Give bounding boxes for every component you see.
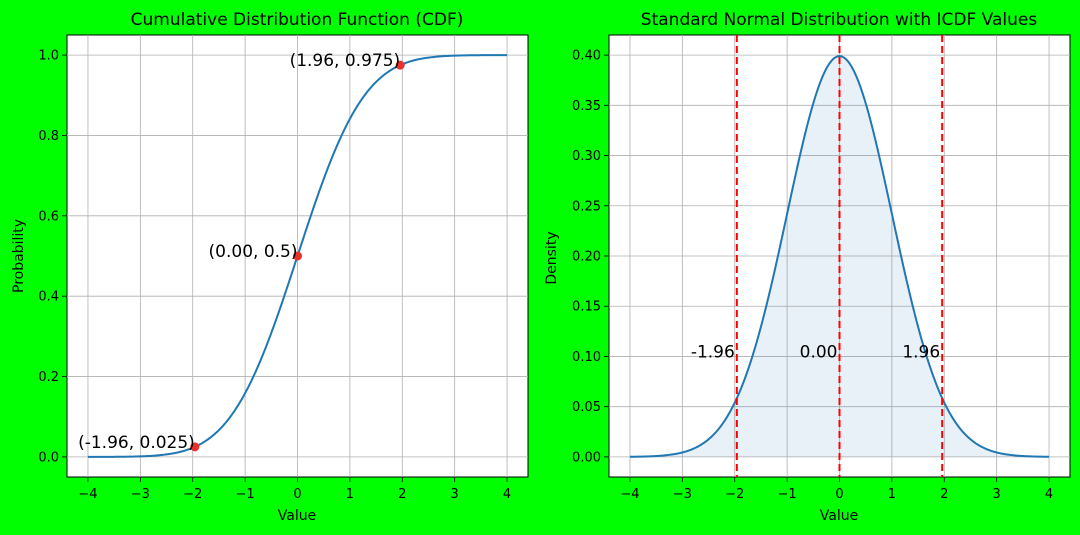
cdf-points: (-1.96, 0.025) (0.00, 0.5) (1.96, 0.975) xyxy=(78,51,405,453)
pdf-xtick-label: 4 xyxy=(1045,487,1053,502)
cdf-xlabel: Value xyxy=(278,508,316,524)
icdf-vline-label: 1.96 xyxy=(902,342,940,362)
pdf-xtick-label: −1 xyxy=(778,487,797,502)
icdf-vline-label: 0.00 xyxy=(800,342,838,362)
pdf-icdf-lines: -1.96 0.00 1.96 xyxy=(691,35,944,477)
cdf-xtick-label: 3 xyxy=(451,487,459,502)
cdf-ytick-label: 0.4 xyxy=(38,290,59,305)
cdf-ytick-label: 0.6 xyxy=(38,209,59,224)
pdf-xtick-label: −2 xyxy=(725,487,744,502)
pdf-ytick-label: 0.20 xyxy=(572,250,601,265)
cdf-xtick-label: 1 xyxy=(346,487,354,502)
cdf-xtick-label: −3 xyxy=(131,487,150,502)
pdf-ytick-label: 0.15 xyxy=(572,300,601,315)
icdf-vline-label: -1.96 xyxy=(691,342,735,362)
pdf-xtick-label: 3 xyxy=(993,487,1001,502)
cdf-ytick-label: 0.0 xyxy=(38,450,59,465)
pdf-xtick-label: −4 xyxy=(620,487,639,502)
cdf-xtick-label: −2 xyxy=(183,487,202,502)
pdf-ylabel: Density xyxy=(544,231,560,284)
pdf-xlabel: Value xyxy=(820,508,858,524)
cdf-point xyxy=(395,60,405,70)
pdf-xtick-label: −3 xyxy=(673,487,692,502)
cdf-ylabel: Probability xyxy=(11,219,27,293)
pdf-ticks: −4 −3 −2 −1 0 1 2 3 4 0.00 0.05 0.10 0.15 0.20 0.25 0.3… xyxy=(572,49,1053,502)
cdf-point xyxy=(190,442,200,452)
cdf-xtick-label: −1 xyxy=(236,487,255,502)
pdf-ytick-label: 0.10 xyxy=(572,350,601,365)
pdf-ytick-label: 0.00 xyxy=(572,450,601,465)
pdf-curve xyxy=(629,55,1050,458)
cdf-ytick-label: 0.8 xyxy=(38,129,59,144)
cdf-title: Cumulative Distribution Function (CDF) xyxy=(131,10,464,30)
pdf-ytick-label: 0.35 xyxy=(572,99,601,114)
pdf-xtick-label: 0 xyxy=(835,487,843,502)
cdf-ytick-label: 0.2 xyxy=(38,370,59,385)
cdf-point xyxy=(293,251,302,261)
cdf-xtick-label: −4 xyxy=(78,487,97,502)
pdf-chart: −4 −3 −2 −1 0 1 2 3 4 0.00 0.05 0.10 0.15 0.20 0.25 0.3… xyxy=(544,10,1071,524)
cdf-xtick-label: 2 xyxy=(398,487,406,502)
cdf-point-label: (1.96, 0.975) xyxy=(290,51,401,71)
cdf-xtick-label: 0 xyxy=(293,487,301,502)
pdf-ytick-label: 0.40 xyxy=(572,49,601,64)
cdf-point-label: (0.00, 0.5) xyxy=(209,242,298,262)
cdf-ticks: −4 −3 −2 −1 0 1 2 3 4 0.0 0.2 0.4 0.6 0.8 1.0 xyxy=(38,49,511,502)
pdf-xtick-label: 1 xyxy=(888,487,896,502)
cdf-chart: −4 −3 −2 −1 0 1 2 3 4 0.0 0.2 0.4 0.6 0.8 1.0 (-1.96, … xyxy=(11,10,529,524)
pdf-title: Standard Normal Distribution with ICDF V… xyxy=(641,10,1038,30)
cdf-ytick-label: 1.0 xyxy=(38,49,59,64)
pdf-ytick-label: 0.25 xyxy=(572,199,601,214)
pdf-ytick-label: 0.30 xyxy=(572,149,601,164)
cdf-point-label: (-1.96, 0.025) xyxy=(78,433,195,453)
pdf-xtick-label: 2 xyxy=(940,487,948,502)
cdf-xtick-label: 4 xyxy=(503,487,511,502)
pdf-ytick-label: 0.05 xyxy=(572,400,601,415)
